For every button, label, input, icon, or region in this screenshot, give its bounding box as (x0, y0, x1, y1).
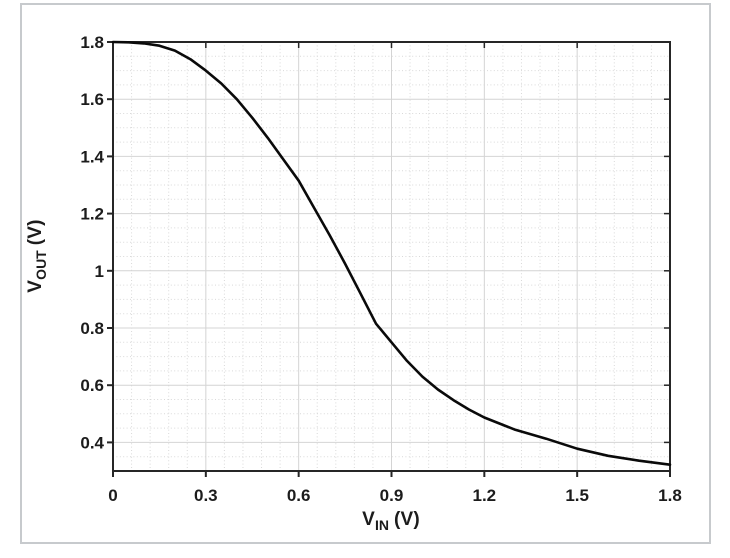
x-tick-label: 1.5 (565, 486, 589, 505)
x-tick-label: 0.6 (287, 486, 311, 505)
y-tick-label: 1.2 (80, 205, 104, 224)
x-axis-label-base: V (362, 509, 375, 530)
x-tick-label: 1.2 (473, 486, 497, 505)
minor-gridlines (113, 42, 670, 471)
x-axis-label-subscript: IN (374, 517, 389, 533)
x-tick-label: 0 (108, 486, 117, 505)
vtc-curve (111, 40, 672, 467)
y-tick-labels: 0.4 0.6 0.8 1 1.2 1.4 1.6 1.8 (80, 33, 104, 452)
y-tick-label: 1.8 (80, 33, 104, 52)
y-axis-label: VOUT (V) (25, 156, 53, 356)
y-axis-label-subscript: OUT (33, 250, 49, 280)
x-tick-label: 0.9 (380, 486, 404, 505)
y-tick-label: 0.6 (80, 376, 104, 395)
tick-marks (107, 41, 671, 477)
x-tick-label: 1.8 (658, 486, 682, 505)
y-axis-label-base: V (25, 279, 46, 293)
x-tick-labels: 0 0.3 0.6 0.9 1.2 1.5 1.8 (108, 486, 682, 505)
x-tick-label: 0.3 (194, 486, 218, 505)
major-gridlines (113, 42, 670, 471)
x-axis-label-unit: (V) (393, 509, 420, 530)
y-tick-label: 1 (95, 262, 104, 281)
x-axis-label: VIN (V) (291, 509, 491, 533)
y-tick-label: 1.6 (80, 90, 104, 109)
y-tick-label: 0.4 (80, 433, 104, 452)
y-axis-label-unit: (V) (25, 219, 46, 246)
inverter-vtc-curve (111, 40, 672, 467)
y-tick-label: 1.4 (80, 147, 104, 166)
y-tick-label: 0.8 (80, 319, 104, 338)
